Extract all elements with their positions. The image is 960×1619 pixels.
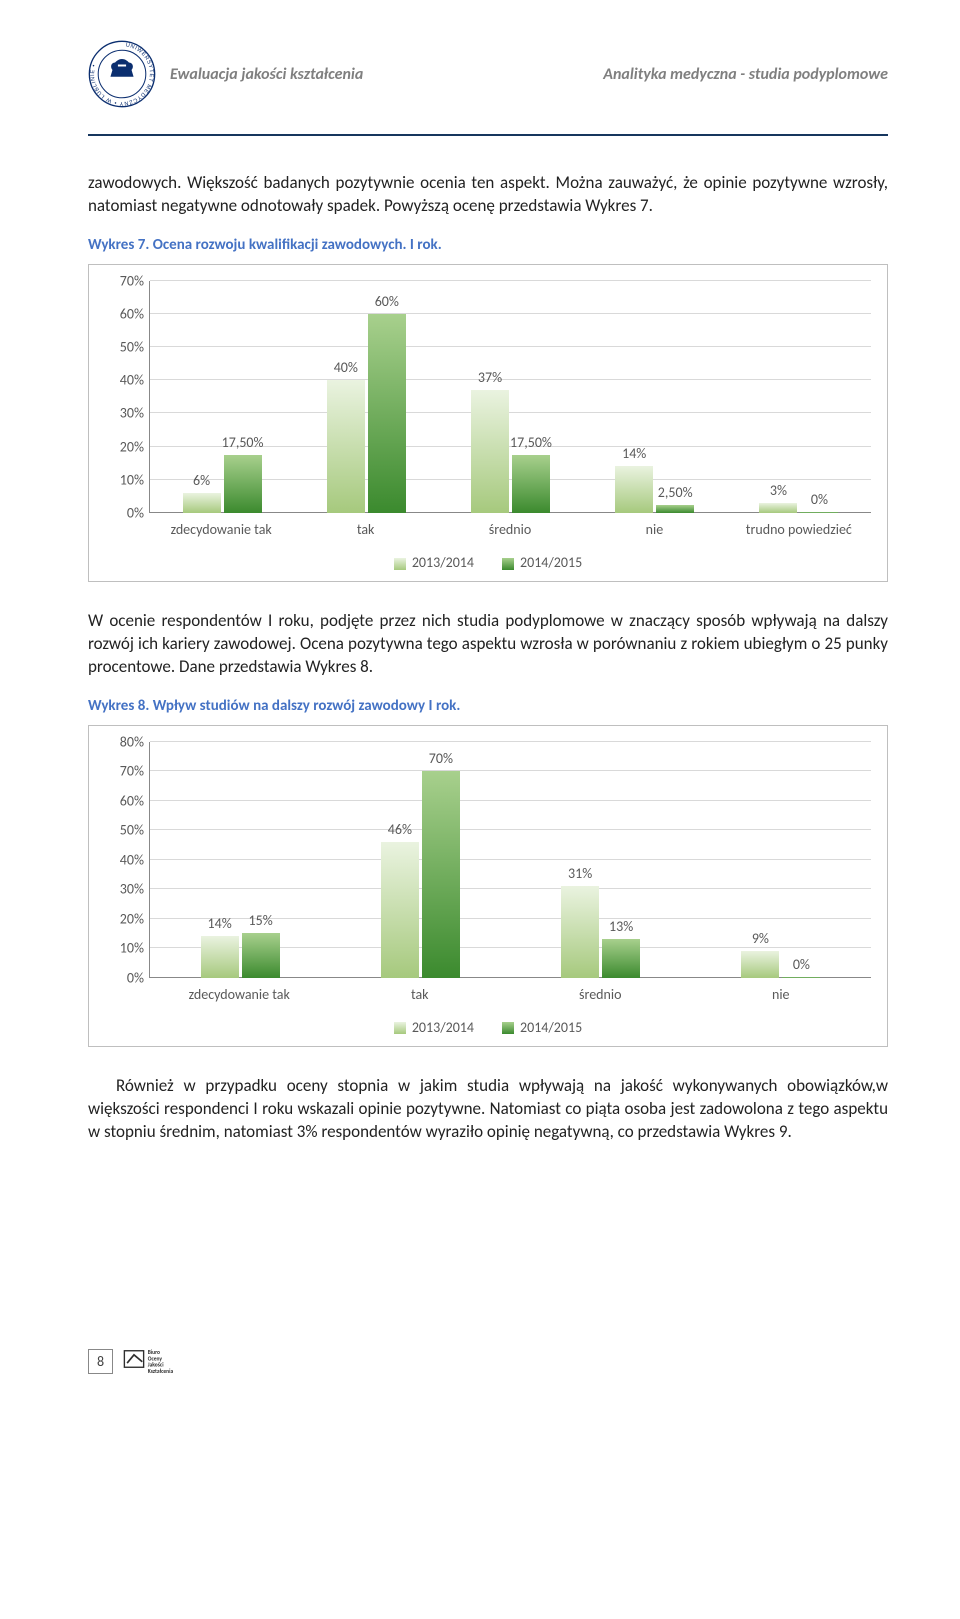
paragraph-1: zawodowych. Większość badanych pozytywni…: [88, 172, 888, 218]
bar: 14%: [201, 936, 239, 977]
x-axis-label: tak: [293, 521, 437, 538]
bar-value-label: 17,50%: [222, 434, 264, 451]
bar-value-label: 14%: [622, 445, 646, 462]
svg-text:Kształcenia: Kształcenia: [148, 1368, 174, 1373]
chart-2-box: 0%10%20%30%40%50%60%70%80%14%15%46%70%31…: [88, 725, 888, 1047]
bar-value-label: 13%: [609, 918, 633, 935]
bar-value-label: 31%: [568, 865, 592, 882]
x-axis-label: zdecydowanie tak: [149, 521, 293, 538]
bar-group: 9%0%: [691, 742, 871, 978]
page-number: 8: [88, 1349, 113, 1374]
legend-item: 2013/2014: [394, 554, 474, 571]
bar: 0%: [800, 512, 838, 513]
bar-value-label: 6%: [193, 472, 210, 489]
header-left-title: Ewaluacja jakości kształcenia: [170, 65, 363, 84]
biuro-logo-icon: Biuro Oceny Jakości Kształcenia: [123, 1344, 233, 1379]
bar: 17,50%: [224, 455, 262, 513]
svg-text:Biuro: Biuro: [148, 1350, 160, 1356]
bar-group: 3%0%: [727, 281, 871, 513]
legend-item: 2014/2015: [502, 1019, 582, 1036]
bar-value-label: 2,50%: [658, 484, 693, 501]
bar-value-label: 17,50%: [510, 434, 552, 451]
bar-value-label: 9%: [752, 930, 769, 947]
bar: 0%: [782, 977, 820, 978]
bar-value-label: 14%: [208, 915, 232, 932]
x-axis-label: średnio: [438, 521, 582, 538]
bar: 15%: [242, 933, 280, 977]
bar: 6%: [183, 493, 221, 513]
bar: 13%: [602, 939, 640, 977]
bar-value-label: 3%: [770, 482, 787, 499]
paragraph-3: Również w przypadku oceny stopnia w jaki…: [88, 1075, 888, 1144]
bar-value-label: 0%: [811, 491, 828, 508]
page-header: UNIWERSYTET MEDYCZNY • W LUBLINIE • Ewal…: [88, 40, 888, 136]
x-axis-label: tak: [330, 986, 511, 1003]
bar-value-label: 15%: [249, 912, 273, 929]
bar-value-label: 60%: [375, 293, 399, 310]
bar: 17,50%: [512, 455, 550, 513]
x-axis-label: nie: [691, 986, 872, 1003]
bar: 60%: [368, 314, 406, 513]
university-seal-icon: UNIWERSYTET MEDYCZNY • W LUBLINIE •: [88, 40, 156, 108]
x-axis-label: trudno powiedzieć: [727, 521, 871, 538]
bar-group: 6%17,50%: [150, 281, 294, 513]
bar-value-label: 40%: [334, 359, 358, 376]
paragraph-2: W ocenie respondentów I roku, podjęte pr…: [88, 610, 888, 679]
x-axis-label: zdecydowanie tak: [149, 986, 330, 1003]
chart-legend: 2013/2014 2014/2015: [105, 554, 871, 571]
bar: 3%: [759, 503, 797, 513]
bar-group: 14%15%: [150, 742, 330, 978]
legend-item: 2014/2015: [502, 554, 582, 571]
header-right-title: Analityka medyczna - studia podyplomowe: [603, 65, 888, 84]
bar: 70%: [422, 771, 460, 978]
x-axis-label: nie: [582, 521, 726, 538]
bar-group: 37%17,50%: [438, 281, 582, 513]
x-axis-label: średnio: [510, 986, 691, 1003]
bar: 46%: [381, 842, 419, 978]
page-footer: 8 Biuro Oceny Jakości Kształcenia: [88, 1344, 888, 1379]
chart-1-caption: Wykres 7. Ocena rozwoju kwalifikacji zaw…: [88, 236, 888, 254]
bar: 2,50%: [656, 505, 694, 513]
bar-value-label: 46%: [388, 821, 412, 838]
svg-text:Oceny: Oceny: [148, 1356, 163, 1362]
chart-2-caption: Wykres 8. Wpływ studiów na dalszy rozwój…: [88, 697, 888, 715]
chart-legend: 2013/2014 2014/2015: [105, 1019, 871, 1036]
chart-1-box: 0%10%20%30%40%50%60%70%6%17,50%40%60%37%…: [88, 264, 888, 582]
bar-group: 14%2,50%: [583, 281, 727, 513]
chart-2: 0%10%20%30%40%50%60%70%80%14%15%46%70%31…: [105, 742, 871, 1036]
bar: 37%: [471, 390, 509, 513]
svg-text:Jakości: Jakości: [148, 1362, 164, 1368]
bar-value-label: 0%: [793, 956, 810, 973]
chart-1: 0%10%20%30%40%50%60%70%6%17,50%40%60%37%…: [105, 281, 871, 571]
bar: 9%: [741, 951, 779, 978]
bar-group: 46%70%: [330, 742, 510, 978]
bar: 40%: [327, 380, 365, 513]
bar-value-label: 70%: [429, 750, 453, 767]
legend-item: 2013/2014: [394, 1019, 474, 1036]
bar-value-label: 37%: [478, 369, 502, 386]
bar-group: 40%60%: [294, 281, 438, 513]
bar: 14%: [615, 466, 653, 512]
bar: 31%: [561, 886, 599, 977]
bar-group: 31%13%: [511, 742, 691, 978]
